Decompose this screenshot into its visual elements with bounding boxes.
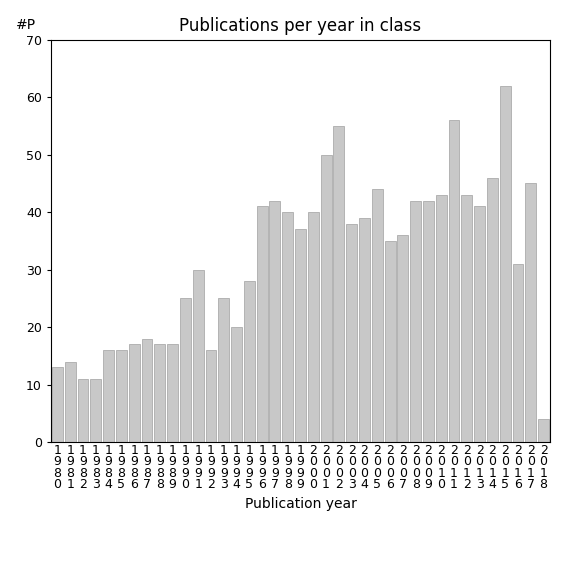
Bar xyxy=(116,350,127,442)
Bar xyxy=(372,189,383,442)
Bar xyxy=(193,270,204,442)
Bar xyxy=(52,367,63,442)
Bar xyxy=(78,379,88,442)
Bar xyxy=(526,184,536,442)
Bar xyxy=(90,379,101,442)
Bar xyxy=(436,195,447,442)
Bar xyxy=(65,362,75,442)
Bar xyxy=(282,212,293,442)
Bar xyxy=(180,298,191,442)
Bar xyxy=(346,224,357,442)
Bar xyxy=(218,298,229,442)
Bar xyxy=(513,264,523,442)
Bar xyxy=(244,281,255,442)
Bar xyxy=(167,345,178,442)
Bar xyxy=(103,350,114,442)
Bar xyxy=(359,218,370,442)
Bar xyxy=(410,201,421,442)
Title: Publications per year in class: Publications per year in class xyxy=(179,18,422,35)
Bar xyxy=(129,345,139,442)
Bar xyxy=(333,126,344,442)
X-axis label: Publication year: Publication year xyxy=(244,497,357,511)
Bar xyxy=(257,206,268,442)
Bar xyxy=(448,120,459,442)
Bar xyxy=(397,235,408,442)
Bar xyxy=(500,86,511,442)
Bar xyxy=(295,230,306,442)
Bar xyxy=(308,212,319,442)
Bar xyxy=(321,155,332,442)
Bar xyxy=(487,177,498,442)
Text: #P: #P xyxy=(16,18,36,32)
Bar xyxy=(474,206,485,442)
Bar xyxy=(423,201,434,442)
Bar xyxy=(538,419,549,442)
Bar xyxy=(154,345,165,442)
Bar xyxy=(269,201,280,442)
Bar xyxy=(231,327,242,442)
Bar xyxy=(462,195,472,442)
Bar xyxy=(142,338,153,442)
Bar xyxy=(205,350,217,442)
Bar xyxy=(384,241,396,442)
